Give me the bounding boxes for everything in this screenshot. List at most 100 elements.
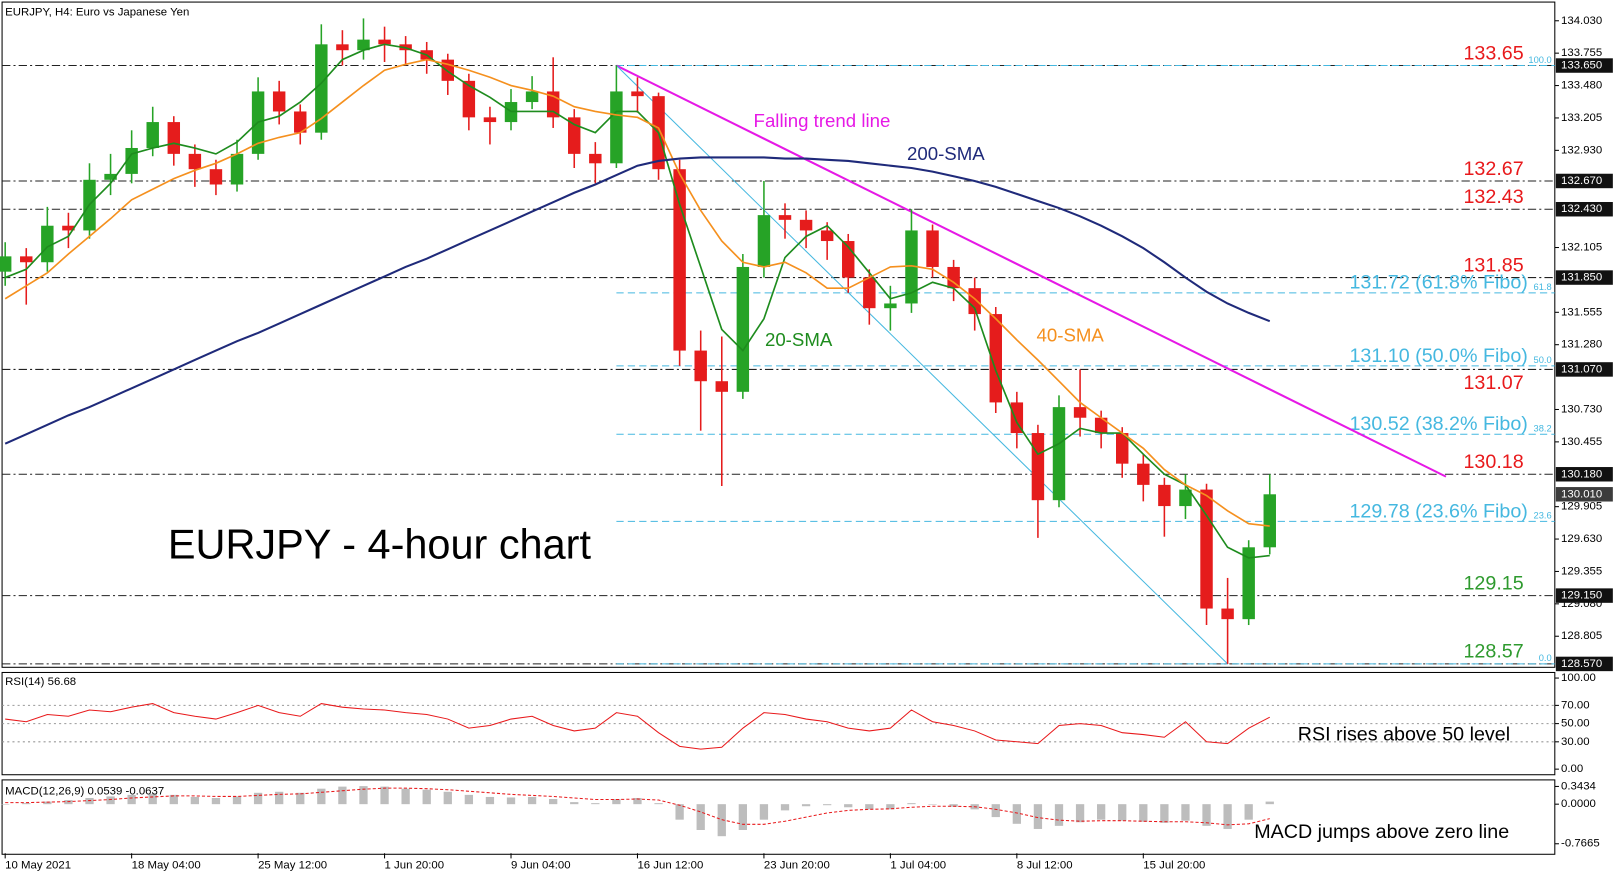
price-box — [1555, 58, 1613, 73]
x-tick-label: 10 May 2021 — [5, 860, 71, 872]
level-text: 129.15 — [1463, 572, 1523, 594]
macd-bar — [317, 788, 326, 805]
candle-body — [1158, 484, 1171, 507]
macd-bar — [759, 804, 769, 820]
panel-frame — [1, 779, 1556, 855]
candle-body — [1221, 608, 1234, 620]
candle-body — [209, 169, 223, 185]
candle-body — [1031, 433, 1045, 501]
x-tick-label: 9 Jun 04:00 — [511, 860, 571, 872]
candle-body — [357, 39, 370, 51]
macd-bar — [633, 797, 642, 805]
price-box-label: 133.650 — [1561, 60, 1602, 72]
macd-bar — [549, 799, 558, 805]
current-price-box — [1555, 487, 1613, 502]
level-text: 132.43 — [1463, 186, 1523, 208]
macd-bar — [865, 804, 874, 810]
panel-title: MACD(12,26,9) 0.0539 -0.0637 — [5, 785, 164, 797]
macd-bar — [1097, 804, 1106, 820]
candle-body — [926, 230, 939, 267]
sma-line — [4, 43, 1270, 559]
panel-title: RSI(14) 56.68 — [5, 676, 76, 688]
x-tick-label: 25 May 12:00 — [258, 860, 327, 872]
macd-bar — [907, 803, 916, 805]
macd-bar — [527, 796, 537, 805]
trend-line — [616, 65, 1228, 665]
macd-bar — [612, 799, 621, 805]
macd-bar — [232, 796, 242, 805]
candle-body — [905, 230, 918, 304]
fibo-text: 131.10 (50.0% Fibo) — [1349, 345, 1527, 367]
candle-body — [1073, 407, 1087, 418]
sma-label: 40-SMA — [1037, 325, 1105, 346]
macd-bar — [275, 791, 284, 805]
panel-frame — [1, 1, 1556, 668]
macd-bar — [464, 794, 474, 805]
x-tick-label: 8 Jul 12:00 — [1017, 860, 1073, 872]
x-tick-label: 15 Jul 20:00 — [1143, 860, 1205, 872]
fibo-text: 129.78 (23.6% Fibo) — [1349, 500, 1527, 522]
candle-body — [1094, 417, 1108, 434]
macd-bar — [949, 804, 958, 807]
macd-bar — [823, 804, 832, 806]
candle-body — [315, 44, 328, 133]
x-tick-label: 16 Jun 12:00 — [637, 860, 703, 872]
macd-bar — [1223, 804, 1232, 829]
candle-body — [1179, 489, 1192, 507]
level-text: 130.18 — [1463, 451, 1523, 473]
price-box — [1555, 588, 1613, 603]
macd-bar — [844, 804, 853, 808]
macd-bar — [296, 792, 305, 805]
y-tick-label: 133.480 — [1561, 80, 1602, 92]
sma-line — [4, 58, 1270, 527]
fibo-level: 0.0 — [1539, 653, 1552, 663]
macd-signal — [5, 787, 1270, 826]
price-box-label: 129.150 — [1561, 590, 1602, 602]
y-tick-label: 0.3434 — [1561, 780, 1596, 792]
candle-body — [1200, 489, 1213, 609]
macd-bar — [1181, 804, 1190, 821]
price-box — [1555, 270, 1613, 285]
sma-line — [4, 156, 1271, 445]
level-text: 133.65 — [1463, 42, 1523, 64]
y-tick-label: 133.205 — [1561, 112, 1602, 124]
level-text: 132.67 — [1463, 158, 1523, 180]
macd-bar — [1265, 801, 1274, 805]
y-tick-label: 130.455 — [1561, 436, 1602, 448]
candle-body — [694, 350, 707, 382]
price-box — [1555, 467, 1613, 482]
macd-bar — [211, 797, 221, 805]
candle-body — [272, 91, 286, 112]
x-tick-label: 1 Jun 20:00 — [385, 860, 445, 872]
y-tick-label: 129.080 — [1561, 598, 1602, 610]
candle-body — [947, 266, 960, 289]
x-tick-label: 23 Jun 20:00 — [764, 860, 830, 872]
trend-line-label: Falling trend line — [754, 110, 891, 131]
candle-body — [525, 91, 539, 103]
macd-bar — [1139, 804, 1148, 822]
candle-body — [589, 153, 602, 164]
candle-body — [378, 39, 391, 45]
macd-bar — [591, 803, 600, 805]
macd-bar — [1033, 804, 1043, 829]
candle-body — [146, 122, 159, 148]
candle-body — [20, 256, 33, 263]
candle-body — [167, 122, 181, 154]
price-box-label: 132.670 — [1561, 175, 1602, 187]
sma-label: 200-SMA — [907, 143, 985, 164]
macd-bar — [991, 804, 1000, 818]
y-tick-label: 0.0000 — [1561, 798, 1596, 810]
candle-body — [1137, 463, 1150, 485]
y-tick-label: 132.105 — [1561, 242, 1602, 254]
price-box — [1555, 656, 1613, 672]
macd-bar — [1075, 804, 1085, 823]
fibo-text: 130.52 (38.2% Fibo) — [1349, 413, 1527, 435]
candle-body — [778, 215, 792, 220]
macd-bar — [506, 797, 516, 805]
macd-bar — [928, 804, 937, 805]
y-tick-label: 129.905 — [1561, 501, 1602, 513]
macd-bar — [443, 791, 452, 805]
